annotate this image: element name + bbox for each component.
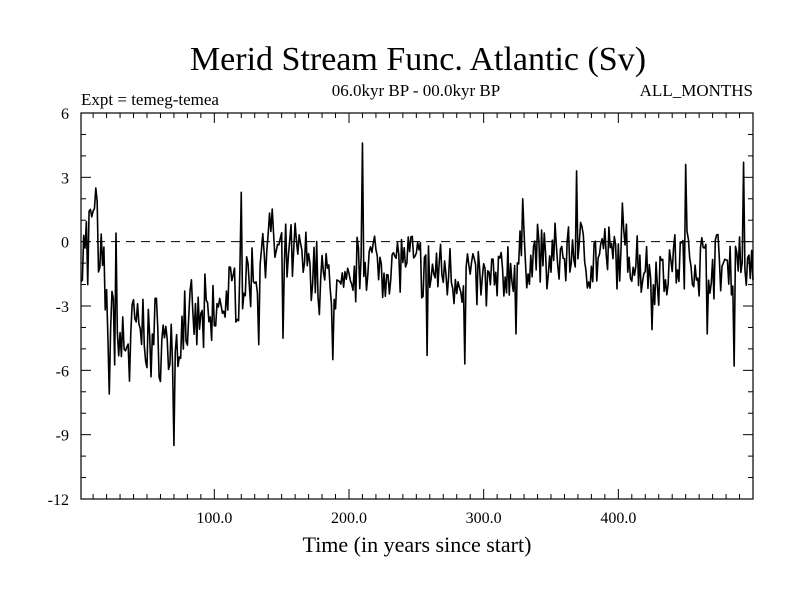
y-tick-label: -6 xyxy=(56,363,69,380)
x-tick-label: 100.0 xyxy=(196,510,232,527)
y-tick-label: -12 xyxy=(48,492,69,509)
x-tick-label: 200.0 xyxy=(331,510,367,527)
y-tick-label: 0 xyxy=(61,235,69,252)
series-layer xyxy=(80,142,754,447)
series-line xyxy=(80,142,754,447)
axis-ticks xyxy=(81,112,753,500)
x-tick-label: 300.0 xyxy=(466,510,502,527)
tick-labels: 6 3 0 -3 -6 -9 -12 100.0 200.0 300.0 400.0 xyxy=(48,106,637,527)
y-tick-label: 3 xyxy=(61,170,69,187)
chart-title: Merid Stream Func. Atlantic (Sv) xyxy=(190,41,646,78)
months-label: ALL_MONTHS xyxy=(640,81,753,100)
x-tick-label: 400.0 xyxy=(600,510,636,527)
experiment-label: Expt = temeg-temea xyxy=(81,90,219,109)
y-tick-label: -3 xyxy=(56,299,69,316)
x-axis-label: Time (in years since start) xyxy=(303,532,532,557)
y-tick-label: 6 xyxy=(61,106,69,123)
period-label: 06.0kyr BP - 00.0kyr BP xyxy=(332,81,500,100)
y-tick-label: -9 xyxy=(56,428,69,445)
